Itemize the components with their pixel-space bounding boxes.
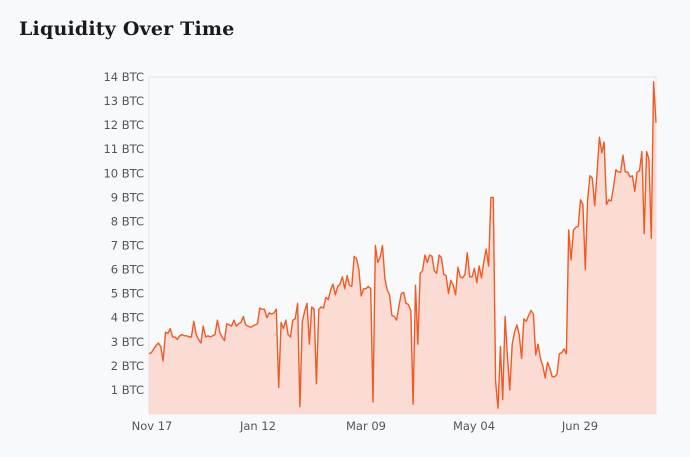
- y-tick-label: 5 BTC: [111, 287, 144, 301]
- y-tick-label: 12 BTC: [103, 118, 144, 132]
- liquidity-area-fill: [149, 81, 656, 415]
- y-tick-label: 7 BTC: [111, 239, 144, 253]
- y-tick-label: 2 BTC: [111, 359, 144, 373]
- x-tick-label: Mar 09: [346, 419, 386, 433]
- x-tick-label: Jun 29: [561, 419, 598, 433]
- chart-title: Liquidity Over Time: [19, 18, 235, 40]
- liquidity-line: [148, 81, 657, 409]
- y-tick-label: 14 BTC: [103, 70, 144, 84]
- y-tick-label: 1 BTC: [111, 383, 144, 397]
- y-tick-label: 8 BTC: [111, 214, 144, 228]
- y-tick-label: 13 BTC: [103, 94, 144, 108]
- y-tick-label: 4 BTC: [111, 311, 144, 325]
- y-tick-label: 6 BTC: [111, 263, 144, 277]
- x-axis-ticks: Nov 17 Jan 12 Mar 09 May 04 Jun 29: [132, 419, 599, 433]
- x-tick-label: Jan 12: [239, 419, 276, 433]
- x-tick-label: May 04: [453, 419, 495, 433]
- y-tick-label: 10 BTC: [103, 166, 144, 180]
- y-axis-ticks: 1 BTC 2 BTC 3 BTC 4 BTC 5 BTC 6 BTC 7 BTC 8 BTC…: [103, 70, 144, 397]
- x-tick-label: Nov 17: [132, 419, 173, 433]
- y-tick-label: 9 BTC: [111, 190, 144, 204]
- y-tick-label: 11 BTC: [103, 142, 144, 156]
- y-tick-label: 3 BTC: [111, 335, 144, 349]
